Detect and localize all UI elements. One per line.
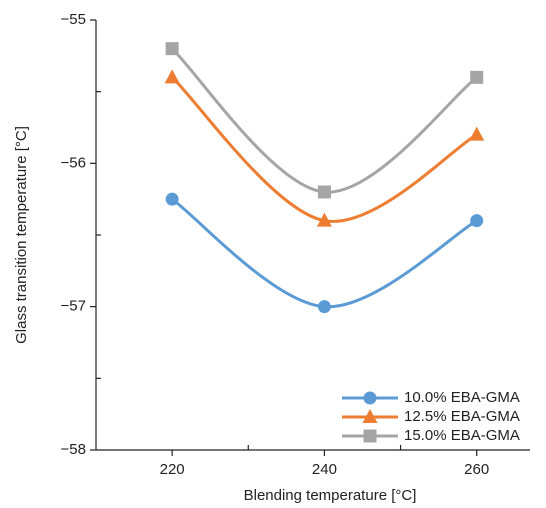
x-tick-label: 260 <box>464 461 489 478</box>
legend-label: 10.0% EBA-GMA <box>404 389 520 406</box>
x-axis-label: Blending temperature [°C] <box>244 487 417 504</box>
x-tick-label: 240 <box>312 461 337 478</box>
y-tick-label: −55 <box>61 11 86 28</box>
data-point <box>165 42 179 56</box>
data-point <box>317 300 331 314</box>
data-point <box>470 70 484 84</box>
data-point <box>470 214 484 228</box>
y-axis-label: Glass transition temperature [°C] <box>13 126 30 344</box>
y-tick-label: −56 <box>61 154 86 171</box>
legend-label: 15.0% EBA-GMA <box>404 427 520 444</box>
legend-marker <box>363 391 377 405</box>
data-point <box>469 126 485 141</box>
data-point <box>317 185 331 199</box>
data-point <box>164 69 180 84</box>
data-point <box>316 212 332 227</box>
y-tick-label: −58 <box>61 441 86 458</box>
series-line <box>171 76 478 223</box>
x-tick-label: 220 <box>160 461 185 478</box>
y-tick-label: −57 <box>61 298 86 315</box>
legend-marker <box>362 409 378 423</box>
data-point <box>165 192 179 206</box>
legend-label: 12.5% EBA-GMA <box>404 408 520 425</box>
legend-marker <box>363 429 377 443</box>
